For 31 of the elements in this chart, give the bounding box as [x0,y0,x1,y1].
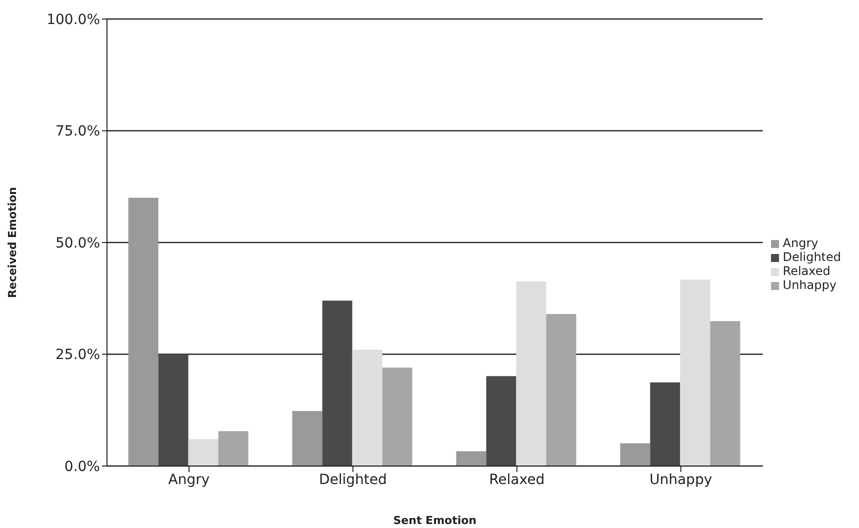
bar [382,368,412,466]
bar [158,354,188,466]
y-tick-label: 0.0% [64,458,100,475]
x-tick-label: Delighted [318,472,387,488]
y-axis-title: Received Emotion [6,187,19,298]
legend-label: Relaxed [782,264,830,278]
y-tick-label: 25.0% [56,347,100,364]
bar [650,382,680,466]
bar [352,350,382,466]
legend-label: Unhappy [782,278,836,292]
legend-label: Delighted [782,250,841,264]
x-axis-title: Sent Emotion [393,514,477,527]
bar [516,281,546,466]
x-tick-label: Angry [168,472,210,488]
bar [292,411,322,466]
bar [546,314,576,466]
bar [710,321,740,466]
bar [218,431,248,466]
bar [322,300,352,466]
bar [486,376,516,466]
bar [188,439,218,466]
x-tick-label: Unhappy [649,472,712,488]
bar [456,451,486,466]
y-tick-label: 75.0% [56,124,100,140]
legend-label: Angry [782,236,818,250]
y-tick-label: 100.0% [46,12,100,28]
y-tick-label: 50.0% [56,235,100,252]
bar [128,198,158,466]
bar [680,280,710,466]
bar [620,443,650,466]
x-tick-label: Relaxed [489,472,545,488]
